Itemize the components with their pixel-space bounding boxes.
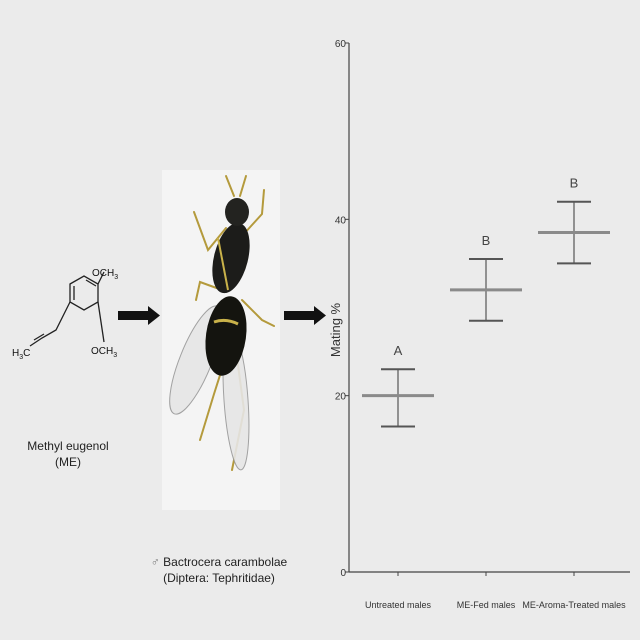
fly-abdomen [205,296,247,376]
fly-thorax [212,222,250,294]
methoxy-bond-top [97,271,105,285]
x-tick-label: ME-Fed males [457,600,516,610]
fly-leg [241,189,265,237]
fly-leg [193,211,227,252]
methoxy-bond-bottom [97,301,105,343]
fly-leg [241,299,275,327]
x-tick-label: ME-Aroma-Treated males [522,600,626,610]
arrow-right-icon [118,306,160,325]
insect-caption: ♂ Bactrocera carambolae (Diptera: Tephri… [134,554,304,586]
allyl-chain [29,301,71,347]
fly-antenna [225,175,235,197]
methyl-eugenol-structure [29,271,105,347]
molecule-abbreviation: (ME) [55,455,81,469]
methoxy-group-top: OCH3 [92,268,118,281]
molecule-caption: Methyl eugenol (ME) [18,438,118,470]
species-name: Bactrocera carambolae [163,555,288,569]
male-symbol-icon: ♂ [150,555,160,569]
methyl-group-label: H3C [12,348,30,361]
x-tick-label: Untreated males [365,600,432,610]
significance-letter: A [394,343,403,358]
y-tick-label: 0 [340,568,346,579]
insect-name-line: ♂ Bactrocera carambolae [134,554,304,570]
fly-leg [195,280,223,301]
y-tick-label: 60 [335,39,347,50]
arrow-right-icon [284,306,326,325]
fly-stripe [217,237,229,291]
molecule-name: Methyl eugenol [27,439,109,453]
mating-chart: Mating % 0 20 40 60 Untreated males A ME-Fed m… [328,39,630,610]
fly-head [225,198,249,226]
y-tick-label: 40 [335,215,347,226]
y-axis-label: Mating % [328,302,343,357]
allyl-double-bond [33,333,45,341]
significance-letter: B [570,176,579,191]
fly-stripe [213,318,239,326]
fruit-fly-image [169,175,275,471]
y-tick-label: 20 [335,392,347,403]
fly-antenna [239,175,247,197]
methoxy-group-bottom: OCH3 [91,346,117,359]
significance-letter: B [482,233,491,248]
ring-double-bond [85,279,97,287]
taxon-name: (Diptera: Tephritidae) [163,571,275,585]
